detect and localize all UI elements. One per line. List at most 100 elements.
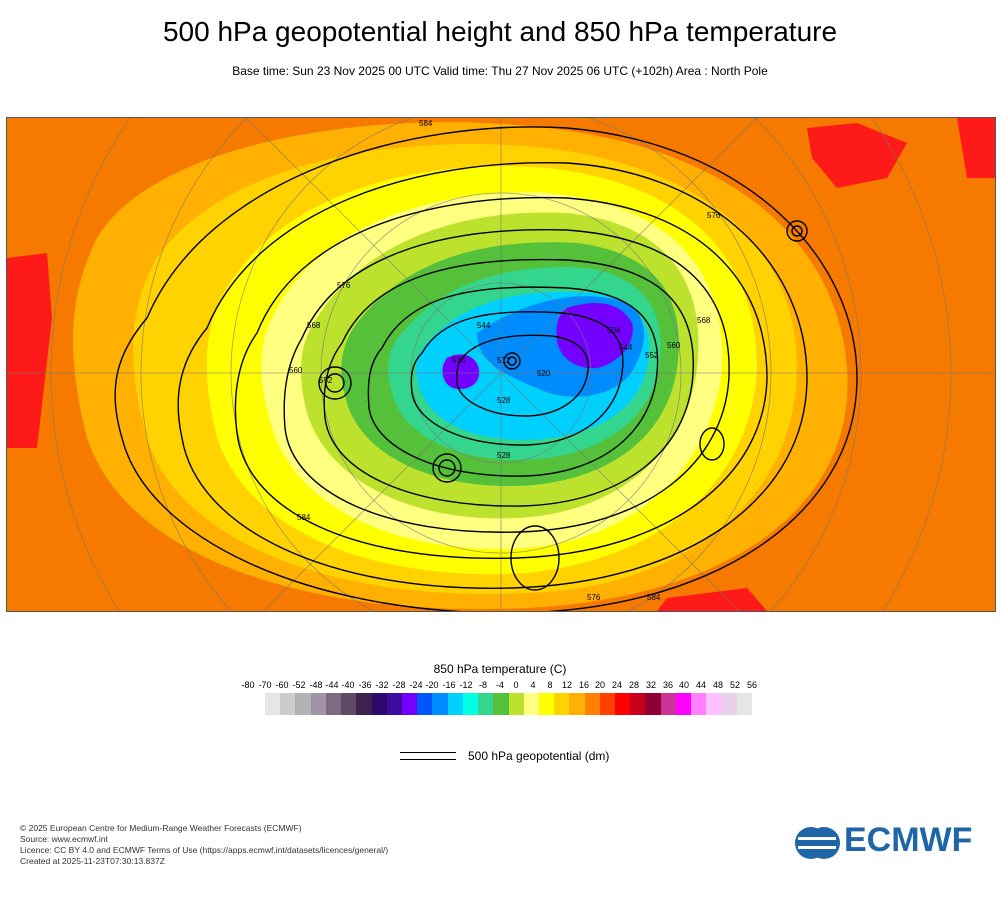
colorbar-tick: 4	[530, 680, 536, 690]
colorbar-swatch	[432, 693, 448, 715]
contour-label: 552	[319, 376, 333, 385]
colorbar-swatch	[310, 693, 326, 715]
colorbar-swatch	[615, 693, 631, 715]
colorbar-tick: -40	[341, 680, 355, 690]
geopotential-legend-label: 500 hPa geopotential (dm)	[468, 749, 610, 763]
colorbar-swatch	[691, 693, 707, 715]
contour-label: 576	[337, 281, 351, 290]
colorbar-swatch	[554, 693, 570, 715]
colorbar-swatch	[675, 693, 692, 715]
contour-label: 528	[497, 396, 511, 405]
licence-text: Licence: CC BY 4.0 and ECMWF Terms of Us…	[20, 845, 389, 855]
colorbar-swatch	[280, 693, 296, 715]
map-canvas: 584 584 576 568 560 552 544 536 528 520 …	[7, 118, 995, 611]
colorbar-swatch	[341, 693, 357, 715]
temperature-legend-title: 850 hPa temperature (C)	[433, 662, 567, 676]
ecmwf-logo-icon	[795, 827, 840, 859]
contour-label: 568	[307, 321, 321, 330]
contour-label: 560	[289, 366, 303, 375]
colorbar-swatch	[645, 693, 661, 715]
colorbar-swatch	[736, 693, 752, 715]
colorbar-tick: -80	[241, 680, 255, 690]
contour-label: 576	[587, 593, 601, 602]
geopotential-line-sample	[400, 759, 456, 760]
colorbar-swatch	[478, 693, 494, 715]
colorbar-swatch	[706, 693, 722, 715]
created-text: Created at 2025-11-23T07:30:13.837Z	[20, 856, 165, 866]
colorbar-tick: 56	[746, 680, 758, 690]
contour-label: 584	[647, 593, 661, 602]
graticule	[7, 118, 995, 611]
colorbar-tick: 24	[611, 680, 623, 690]
colorbar-swatch	[584, 693, 600, 715]
colorbar-tick: 16	[578, 680, 590, 690]
colorbar-swatch	[508, 693, 524, 715]
colorbar-tick: -36	[358, 680, 372, 690]
colorbar-tick: -28	[392, 680, 406, 690]
colorbar-tick: -32	[375, 680, 389, 690]
colorbar-swatch	[462, 693, 479, 715]
contour-label: 512	[497, 356, 511, 365]
ecmwf-logo: ECMWF	[794, 821, 984, 864]
colorbar-swatch	[325, 693, 342, 715]
chart-subtitle: Base time: Sun 23 Nov 2025 00 UTC Valid …	[232, 64, 768, 78]
contour-label: 560	[667, 341, 681, 350]
colorbar-swatch	[371, 693, 387, 715]
colorbar-swatch	[265, 693, 281, 715]
colorbar-swatch	[538, 693, 555, 715]
credits: © 2025 European Centre for Medium-Range …	[20, 823, 388, 867]
colorbar-tick: 12	[561, 680, 573, 690]
colorbar-tick: -48	[309, 680, 323, 690]
colorbar-tick: 36	[662, 680, 674, 690]
colorbar-swatch	[630, 693, 646, 715]
contour-label: 504	[607, 326, 621, 335]
colorbar-swatch	[493, 693, 509, 715]
cold-core-east	[556, 303, 633, 369]
colorbar-tick: -44	[325, 680, 339, 690]
colorbar-tick: -70	[258, 680, 272, 690]
colorbar-tick: 0	[513, 680, 519, 690]
colorbar-swatch	[447, 693, 463, 715]
contour-label: 520	[537, 369, 551, 378]
geopotential-contours	[114, 126, 858, 611]
contour-label: 536	[452, 356, 466, 365]
temperature-colorbar	[265, 693, 752, 715]
chart-title: 500 hPa geopotential height and 850 hPa …	[162, 16, 838, 47]
geopotential-line-sample	[400, 752, 456, 753]
colorbar-swatch	[599, 693, 616, 715]
geopotential-legend: 500 hPa geopotential (dm)	[400, 748, 700, 766]
colorbar-swatch	[569, 693, 585, 715]
colorbar-tick: -24	[409, 680, 423, 690]
colorbar-swatch	[295, 693, 311, 715]
colorbar-tick: -4	[495, 680, 505, 690]
colorbar-swatch	[401, 693, 418, 715]
colorbar-swatch	[660, 693, 676, 715]
colorbar-tick: 48	[712, 680, 724, 690]
colorbar-tick: 28	[628, 680, 640, 690]
contour-label: 528	[497, 451, 511, 460]
contour-label: 584	[419, 119, 433, 128]
colorbar-tick: -8	[478, 680, 488, 690]
colorbar-tick: 44	[695, 680, 707, 690]
colorbar-swatch	[417, 693, 433, 715]
colorbar-swatch	[356, 693, 372, 715]
colorbar-tick: 40	[678, 680, 690, 690]
cold-core-west	[442, 354, 480, 390]
ecmwf-logo-text: ECMWF	[844, 821, 973, 859]
hot-patch-east	[957, 118, 995, 178]
contour-label: 544	[619, 343, 633, 352]
copyright-text: © 2025 European Centre for Medium-Range …	[20, 823, 302, 833]
hot-patch-south	[657, 588, 767, 611]
colorbar-tick: -12	[459, 680, 473, 690]
colorbar-tick: 32	[645, 680, 657, 690]
colorbar-tick: -20	[425, 680, 439, 690]
hot-patch-asia	[807, 123, 907, 188]
colorbar-swatch	[523, 693, 539, 715]
colorbar-swatch	[721, 693, 737, 715]
colorbar-tick: -60	[275, 680, 289, 690]
colorbar-tick: 8	[547, 680, 553, 690]
contour-label: 576	[707, 211, 721, 220]
hot-patch-west	[7, 253, 52, 448]
colorbar-tick: 52	[729, 680, 741, 690]
colorbar-tick-labels: -80 -70 -60 -52 -48 -44 -40 -36 -32 -28 …	[240, 680, 760, 694]
